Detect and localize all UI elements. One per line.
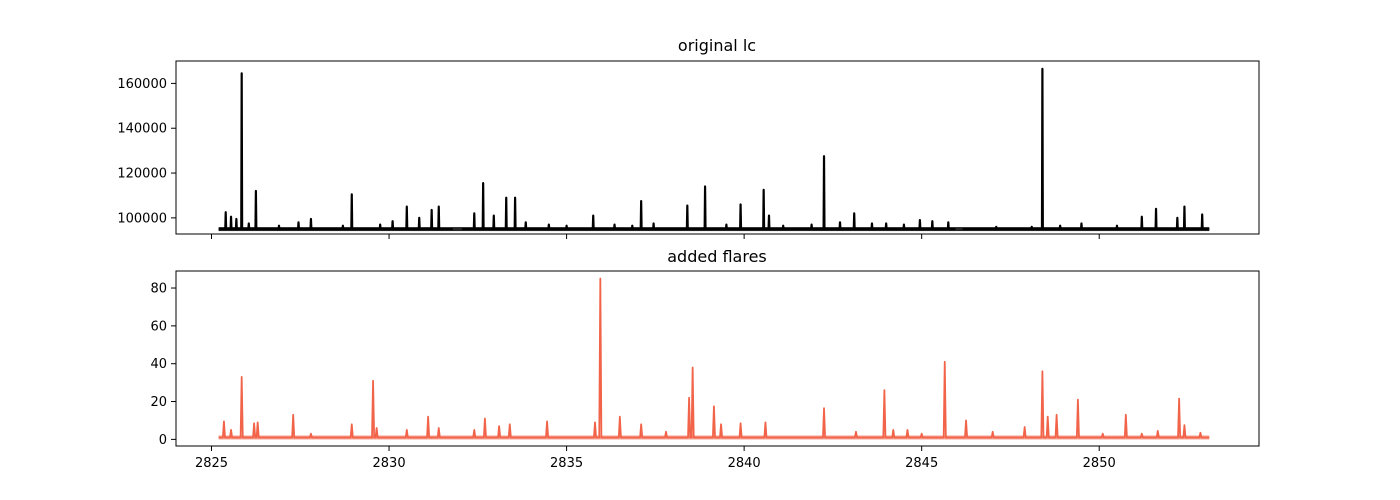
added-flares-y-ticks: 0 20 40 60 80 bbox=[150, 282, 176, 448]
original-lc-y-tick-label: 120000 bbox=[117, 167, 167, 182]
original-lc-panel: original lc 100000 120000 140000 160000 bbox=[117, 36, 1260, 239]
added-flares-x-tick-label: 2825 bbox=[195, 456, 228, 471]
original-lc-series-line bbox=[218, 67, 1210, 231]
original-lc-x-ticks bbox=[211, 234, 1100, 239]
added-flares-series-line bbox=[218, 277, 1210, 439]
added-flares-x-ticks: 2825 2830 2835 2840 2845 2850 bbox=[195, 446, 1116, 471]
added-flares-x-tick-label: 2850 bbox=[1083, 456, 1116, 471]
added-flares-panel: added flares 2825 2830 2835 2840 2845 2850 0 2… bbox=[150, 247, 1260, 471]
original-lc-y-tick-label: 140000 bbox=[117, 122, 167, 137]
added-flares-x-tick-label: 2830 bbox=[373, 456, 406, 471]
added-flares-x-tick-label: 2840 bbox=[728, 456, 761, 471]
original-lc-plot-area bbox=[218, 67, 1210, 232]
added-flares-x-tick-label: 2835 bbox=[550, 456, 583, 471]
original-lc-y-tick-label: 100000 bbox=[117, 211, 167, 226]
added-flares-y-tick-label: 60 bbox=[150, 319, 167, 334]
original-lc-title: original lc bbox=[678, 36, 756, 55]
original-lc-y-ticks: 100000 120000 140000 160000 bbox=[117, 77, 176, 226]
original-lc-axes-frame bbox=[175, 60, 1260, 235]
added-flares-y-tick-label: 40 bbox=[150, 357, 167, 372]
added-flares-y-tick-label: 20 bbox=[150, 395, 167, 410]
added-flares-y-tick-label: 80 bbox=[150, 282, 167, 297]
added-flares-axes-frame bbox=[175, 270, 1260, 447]
added-flares-baseline-band bbox=[218, 435, 1210, 440]
original-lc-y-tick-label: 160000 bbox=[117, 77, 167, 92]
added-flares-y-tick-label: 0 bbox=[159, 433, 167, 448]
added-flares-x-tick-label: 2845 bbox=[905, 456, 938, 471]
added-flares-plot-area bbox=[218, 277, 1210, 440]
added-flares-title: added flares bbox=[667, 247, 767, 266]
